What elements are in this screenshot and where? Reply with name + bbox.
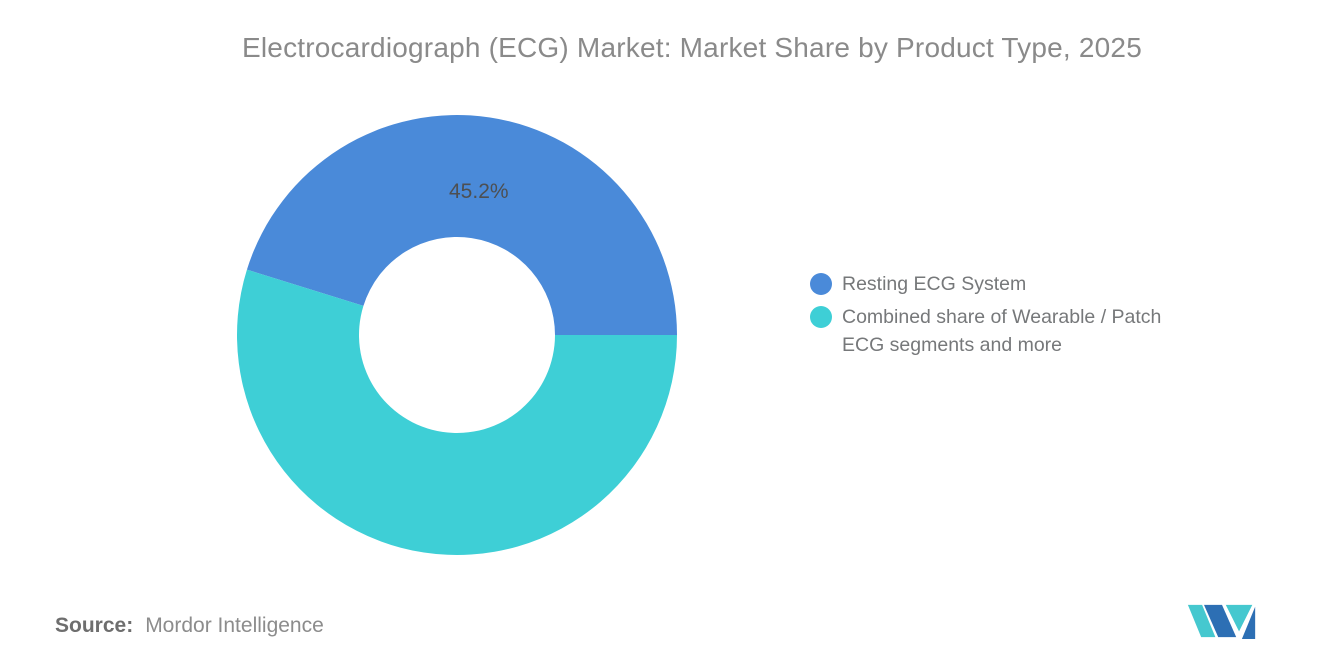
slice-data-label: 45.2% xyxy=(449,180,509,203)
pie-slice-0[interactable] xyxy=(246,114,677,335)
source-name: Mordor Intelligence xyxy=(145,614,324,637)
logo-m-icon xyxy=(1187,604,1256,639)
legend-label: Resting ECG System xyxy=(842,273,1027,295)
donut-chart: 45.2% xyxy=(237,114,677,555)
pie-slice-1[interactable] xyxy=(237,269,677,555)
chart-legend: Resting ECG System Combined share of Wear… xyxy=(810,270,1230,359)
source-label: Source: xyxy=(55,614,134,637)
source-line: Source: Mordor Intelligence xyxy=(55,614,324,638)
chart-title: Electrocardiograph (ECG) Market: Market … xyxy=(242,32,1142,63)
legend-item-1[interactable]: Combined share of Wearable / Patch ECG s… xyxy=(810,303,1230,359)
legend-label: Combined share of Wearable / Patch ECG s… xyxy=(842,306,1162,356)
mordor-intelligence-logo xyxy=(1186,601,1258,641)
donut-chart-area: 45.2% xyxy=(227,105,687,565)
legend-marker-icon xyxy=(810,306,832,328)
legend-marker-icon xyxy=(810,273,832,295)
legend-item-0[interactable]: Resting ECG System xyxy=(810,270,1230,298)
